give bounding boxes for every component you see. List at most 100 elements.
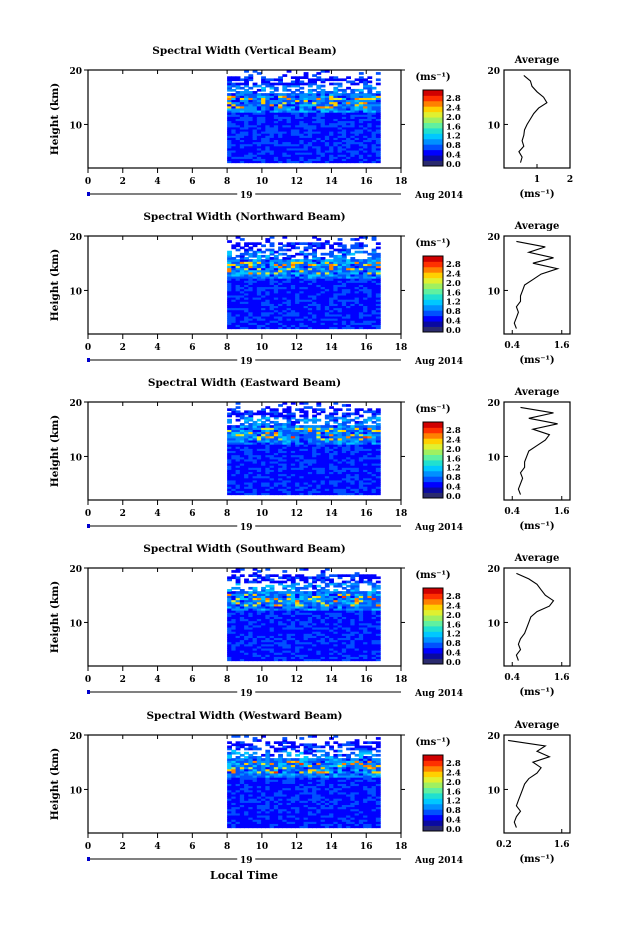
heatmap-cell [337, 301, 343, 304]
heatmap-cell [231, 294, 237, 298]
heatmap-cell [269, 259, 275, 262]
heatmap-cell [329, 311, 334, 315]
heatmap-cell [333, 99, 339, 103]
heatmap-cell [235, 488, 241, 491]
heatmap-cell [235, 91, 241, 94]
heatmap-cell [261, 601, 266, 605]
heatmap-cell [248, 126, 254, 130]
heatmap-cell [244, 469, 249, 473]
heatmap-cell [269, 147, 275, 151]
heatmap-cell [358, 414, 364, 418]
heatmap-cell [346, 137, 351, 141]
colorbar-segment [423, 299, 443, 306]
heatmap-cell [341, 156, 347, 159]
heatmap-cell [273, 160, 279, 164]
heatmap-cell [312, 278, 317, 281]
heatmap-cell [295, 639, 300, 643]
heatmap-cell [371, 259, 377, 262]
heatmap-cell [273, 439, 279, 443]
heatmap-cell [316, 412, 322, 416]
heatmap-cell [337, 158, 343, 162]
heatmap-cell [231, 324, 237, 328]
heatmap-cell [231, 484, 237, 487]
heatmap-cell [248, 86, 254, 90]
heatmap-cell [320, 450, 326, 454]
heatmap-cell [290, 448, 296, 451]
heatmap-cell [346, 484, 351, 487]
heatmap-cell [341, 124, 347, 128]
heatmap-cell [244, 463, 249, 466]
heatmap-cell [278, 158, 283, 162]
heatmap-cell [290, 244, 296, 248]
heatmap-cell [244, 322, 249, 325]
heatmap-cell [269, 580, 275, 584]
heatmap-cell [312, 465, 317, 468]
heatmap-cell [346, 139, 351, 143]
heatmap-cell [299, 460, 305, 464]
heatmap-cell [239, 492, 245, 496]
heatmap-cell [299, 605, 305, 609]
heatmap-cell [363, 456, 368, 460]
heatmap-cell [290, 301, 296, 304]
heatmap-cell [303, 282, 309, 285]
heatmap-cell [244, 311, 249, 315]
heatmap-cell [231, 635, 237, 639]
heatmap-cell [248, 246, 254, 250]
heatmap-cell [337, 305, 343, 309]
heatmap-cell [256, 614, 262, 617]
heatmap-cell [295, 484, 300, 487]
heatmap-cell [316, 116, 322, 119]
heatmap-cell [341, 412, 347, 416]
heatmap-cell [227, 84, 232, 88]
heatmap-cell [316, 112, 322, 115]
heatmap-cell [269, 633, 275, 636]
heatmap-cell [371, 475, 377, 479]
heatmap-cell [269, 477, 275, 481]
heatmap-cell [329, 418, 334, 422]
heatmap-cell [290, 246, 296, 250]
heatmap-cell [354, 412, 360, 416]
heatmap-cell [231, 139, 237, 143]
heatmap-cell [295, 641, 300, 645]
heatmap-cell [265, 458, 271, 462]
heatmap-cell [265, 297, 271, 300]
heatmap-cell [286, 599, 292, 603]
heatmap-cell [231, 612, 237, 615]
heatmap-cell [371, 280, 377, 283]
heatmap-cell [273, 492, 279, 496]
heatmap-cell [269, 593, 275, 596]
heatmap-cell [371, 492, 377, 496]
heatmap-cell [231, 620, 237, 624]
heatmap-cell [282, 149, 288, 153]
heatmap-cell [282, 616, 288, 620]
heatmap-cell [244, 301, 249, 304]
heatmap-cell [363, 261, 368, 264]
heatmap-cell [278, 654, 283, 657]
heatmap-cell [375, 93, 381, 96]
heatmap-cell [244, 465, 249, 468]
heatmap-cell [239, 595, 245, 599]
heatmap-cell [256, 242, 262, 246]
heatmap-cell [239, 654, 245, 657]
heatmap-cell [282, 423, 288, 426]
heatmap-cell [248, 622, 254, 626]
heatmap-cell [307, 101, 313, 105]
heatmap-cell [307, 471, 313, 475]
heatmap-cell [341, 471, 347, 475]
heatmap-cell [350, 133, 356, 136]
heatmap-cell [286, 412, 292, 416]
heatmap-cell [269, 471, 275, 475]
heatmap-cell [269, 160, 275, 164]
heatmap-cell [329, 246, 334, 250]
heatmap-cell [363, 458, 368, 462]
heatmap-cell [350, 429, 356, 433]
heatmap-cell [337, 465, 343, 468]
heatmap-cell [286, 418, 292, 422]
heatmap-cell [341, 133, 347, 136]
heatmap-cell [329, 139, 334, 143]
heatmap-cell [324, 477, 330, 481]
heatmap-cell [329, 112, 334, 115]
heatmap-cell [269, 639, 275, 643]
heatmap-cell [239, 601, 245, 605]
